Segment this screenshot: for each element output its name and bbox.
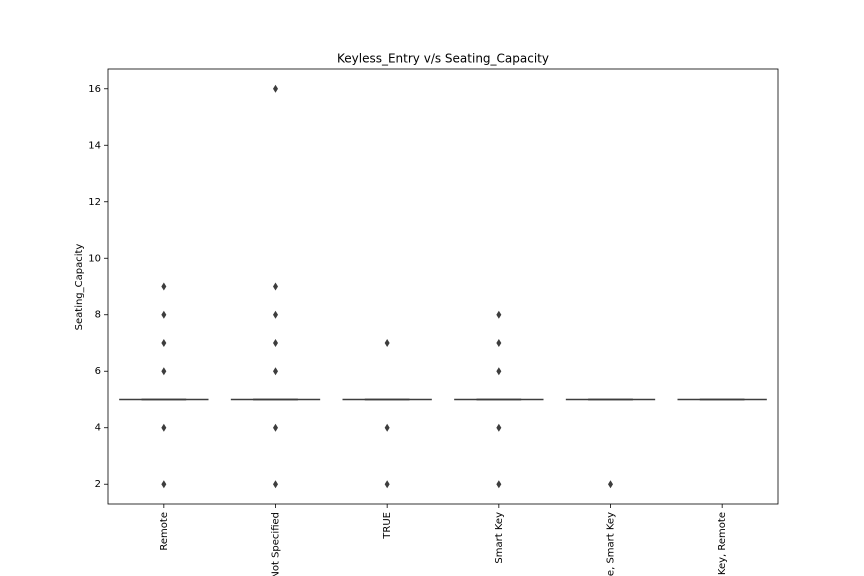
x-tick-label: Smart Key	[494, 512, 505, 564]
outlier	[273, 310, 278, 319]
outlier	[384, 423, 390, 432]
outlier	[608, 480, 613, 489]
y-tick-label: 8	[95, 310, 101, 321]
outlier	[161, 282, 167, 291]
y-tick-label: 12	[88, 197, 101, 208]
chart-title: Keyless_Entry v/s Seating_Capacity	[337, 52, 549, 66]
outlier	[273, 282, 278, 291]
outlier	[496, 423, 502, 432]
outlier	[496, 338, 502, 347]
x-tick-label: Smart Key, Remote	[717, 512, 728, 576]
outlier	[161, 423, 167, 432]
plot-frame	[107, 68, 779, 505]
x-tick-label: Remote, Smart Key	[606, 512, 617, 576]
outlier	[496, 310, 502, 319]
outlier	[496, 367, 502, 376]
outlier	[384, 338, 390, 347]
outlier	[161, 480, 167, 489]
y-tick-label: 4	[95, 423, 101, 434]
outlier	[161, 338, 167, 347]
outlier	[273, 423, 278, 432]
outlier	[273, 367, 278, 376]
outlier	[273, 84, 278, 93]
y-tick-label: 10	[88, 253, 101, 264]
y-tick-label: 2	[95, 479, 101, 490]
y-axis-label: Seating_Capacity	[74, 244, 85, 331]
outlier	[273, 480, 278, 489]
outlier	[161, 310, 167, 319]
outlier	[384, 480, 390, 489]
outlier	[161, 367, 167, 376]
x-tick-label: Not Specified	[271, 512, 282, 576]
outlier	[496, 480, 502, 489]
outlier	[273, 338, 278, 347]
y-tick-label: 14	[88, 140, 101, 151]
y-tick-label: 6	[95, 366, 101, 377]
x-tick-label: TRUE	[382, 512, 393, 540]
y-tick-label: 16	[88, 84, 101, 95]
x-tick-label: Remote	[159, 512, 170, 551]
